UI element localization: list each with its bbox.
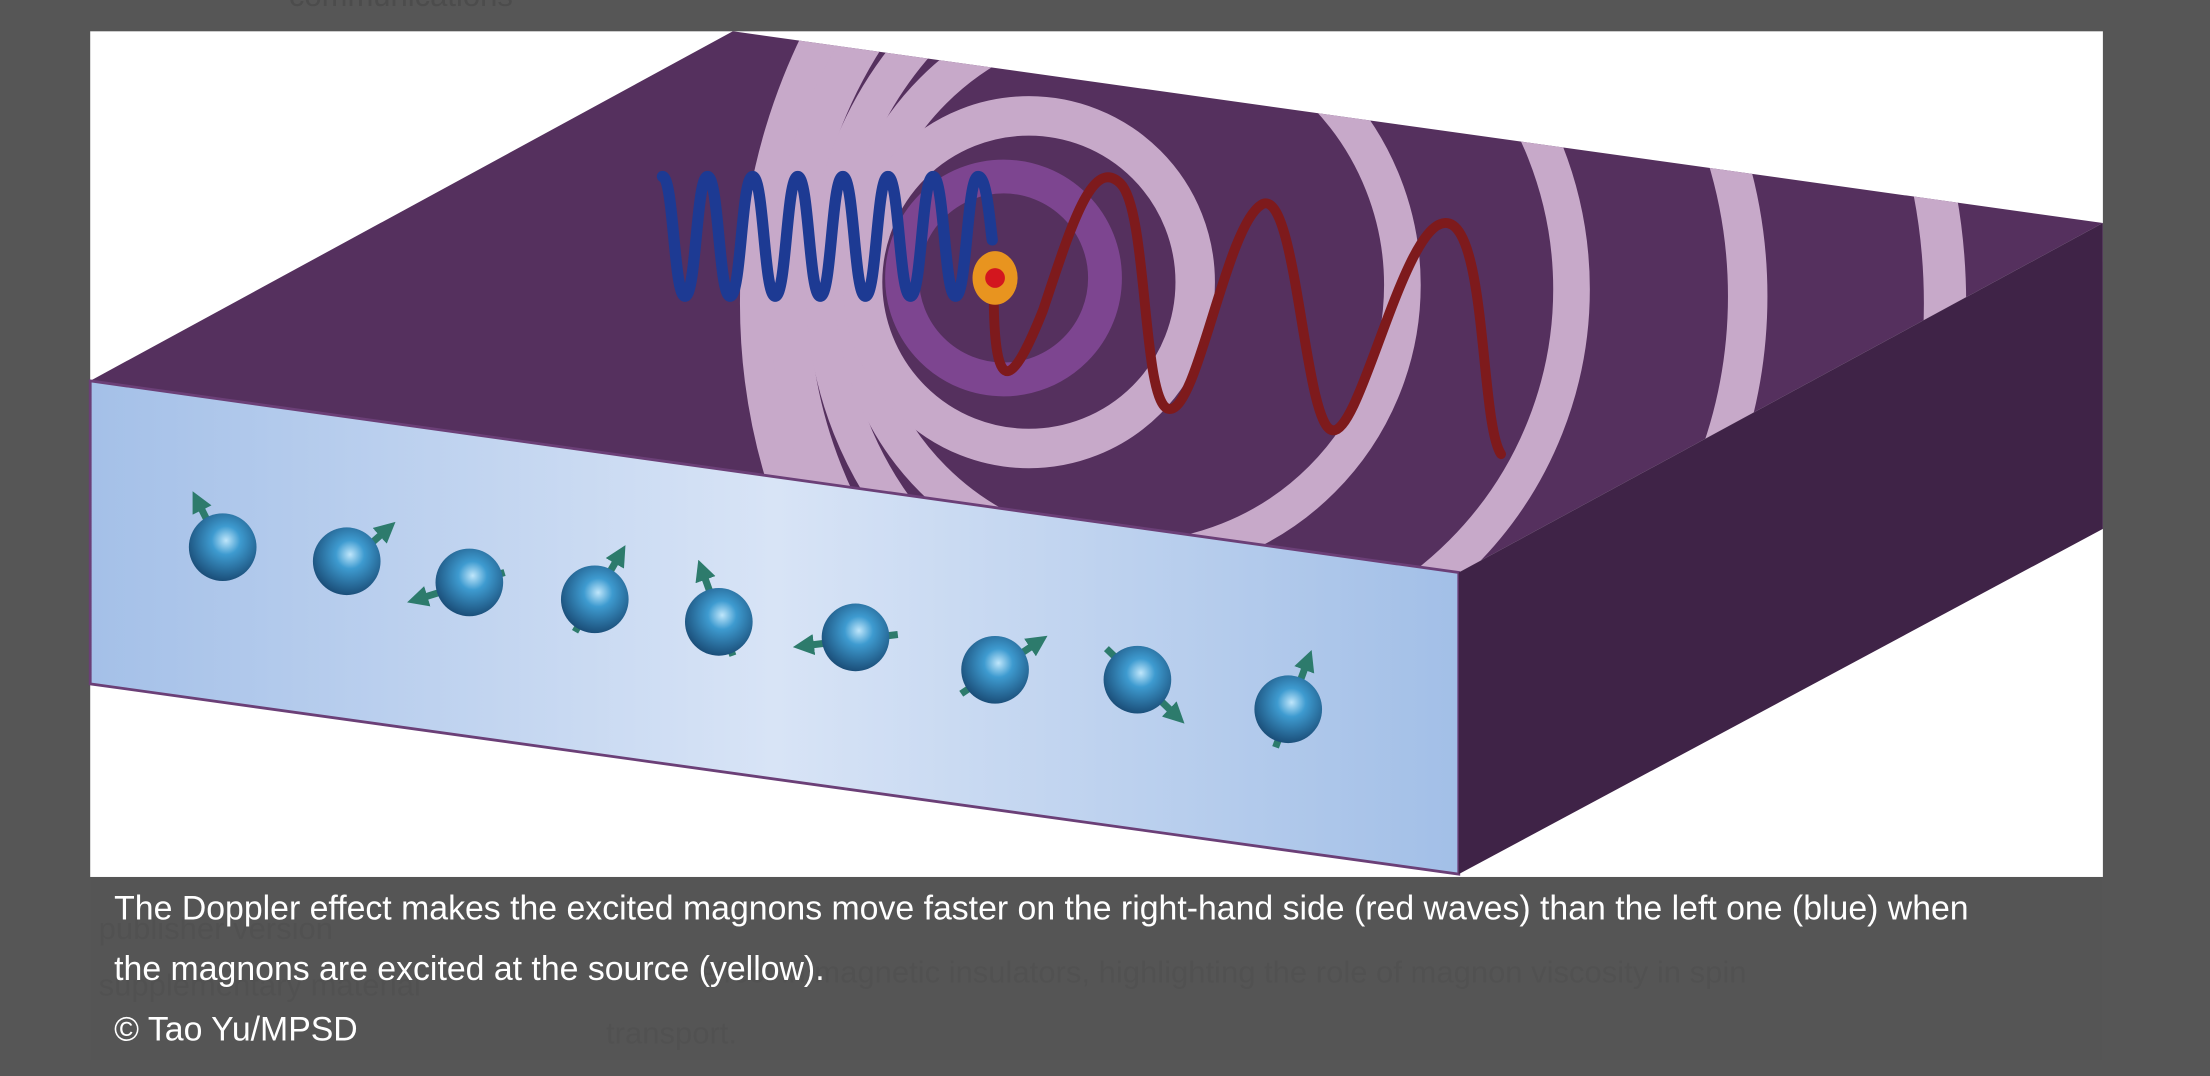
caption-line: the magnons are excited at the source (y…: [114, 950, 824, 988]
bg-text: communications: [289, 0, 513, 13]
caption-line: The Doppler effect makes the excited mag…: [114, 889, 1968, 927]
figure-image: [88, 31, 2103, 877]
credit: © Tao Yu/MPSD: [114, 1010, 358, 1048]
